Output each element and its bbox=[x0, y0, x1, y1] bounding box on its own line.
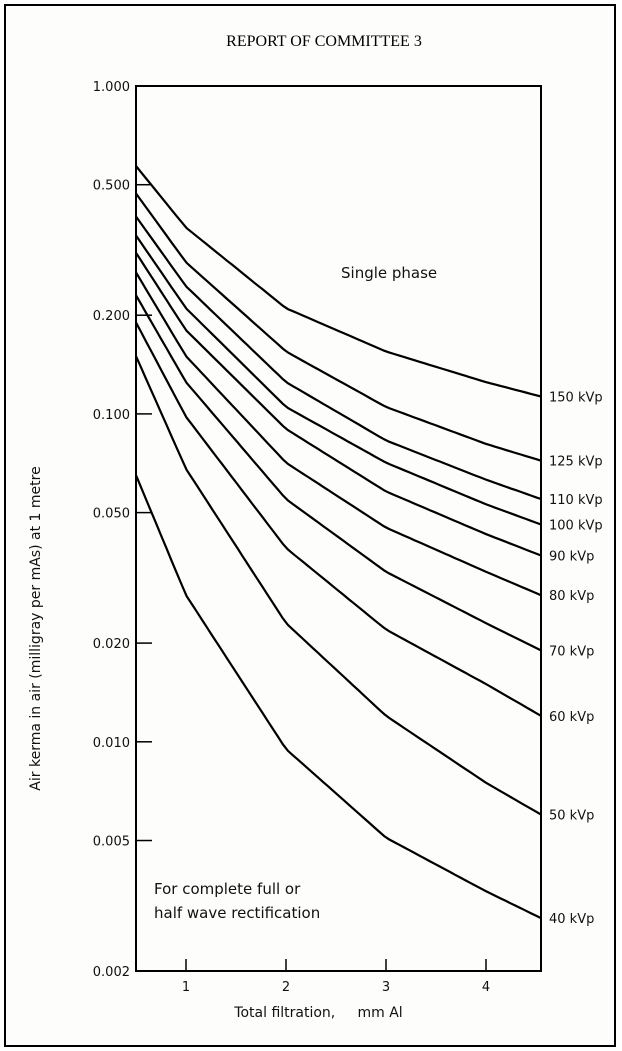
series-line bbox=[135, 294, 542, 652]
annotation-rectification-line1: For complete full or bbox=[154, 880, 301, 898]
series-label: 70 kVp bbox=[549, 644, 594, 659]
y-tick-label: 0.005 bbox=[93, 835, 130, 850]
series-label: 125 kVp bbox=[549, 455, 603, 470]
series-line bbox=[135, 165, 542, 398]
x-tick-label: 4 bbox=[482, 980, 490, 995]
series-line bbox=[134, 355, 542, 816]
series-line bbox=[135, 234, 542, 526]
series-line bbox=[135, 192, 542, 462]
page-header: REPORT OF COMMITTEE 3 bbox=[226, 33, 422, 50]
y-tick-label: 0.010 bbox=[93, 736, 130, 751]
y-tick-label: 1.000 bbox=[93, 80, 130, 95]
x-axis: 1 2 3 4 bbox=[182, 959, 490, 995]
y-axis-label: Air kerma in air (milligray per mAs) at … bbox=[28, 466, 44, 790]
series-label: 110 kVp bbox=[549, 493, 603, 508]
series-line bbox=[134, 474, 542, 920]
x-tick-label: 3 bbox=[382, 980, 390, 995]
series-label: 150 kVp bbox=[549, 390, 603, 405]
series-label: 50 kVp bbox=[549, 809, 594, 824]
figure-frame: REPORT OF COMMITTEE 3 1.000 0.500 0.200 0.1… bbox=[4, 4, 616, 1047]
y-tick-label: 0.200 bbox=[93, 309, 130, 324]
series-label: 90 kVp bbox=[549, 549, 594, 564]
series-label: 100 kVp bbox=[549, 518, 603, 533]
x-tick-label: 2 bbox=[282, 980, 290, 995]
series-label: 80 kVp bbox=[549, 589, 594, 604]
series-label: 60 kVp bbox=[549, 710, 594, 725]
series-lines bbox=[134, 165, 542, 920]
annotation-rectification-line2: half wave rectification bbox=[154, 904, 320, 922]
series-line bbox=[135, 271, 542, 597]
y-tick-label: 0.050 bbox=[93, 507, 130, 522]
x-axis-label: Total filtration, mm Al bbox=[233, 1005, 402, 1021]
chart-svg: REPORT OF COMMITTEE 3 1.000 0.500 0.200 0.1… bbox=[28, 33, 603, 1021]
x-tick-label: 1 bbox=[182, 980, 190, 995]
y-tick-label: 0.002 bbox=[93, 965, 130, 980]
series-labels: 150 kVp 125 kVp 110 kVp 100 kVp 90 kVp 80 kVp… bbox=[549, 390, 603, 927]
y-tick-label: 0.020 bbox=[93, 637, 130, 652]
annotation-single-phase: Single phase bbox=[341, 264, 437, 282]
series-label: 40 kVp bbox=[549, 912, 594, 927]
series-line bbox=[135, 252, 542, 557]
series-line bbox=[135, 321, 542, 717]
y-tick-label: 0.500 bbox=[93, 179, 130, 194]
y-axis: 1.000 0.500 0.200 0.100 0.050 0.020 0.010 0.005… bbox=[93, 80, 152, 980]
y-tick-label: 0.100 bbox=[93, 408, 130, 423]
plot-frame bbox=[135, 85, 542, 972]
series-line bbox=[135, 215, 542, 501]
